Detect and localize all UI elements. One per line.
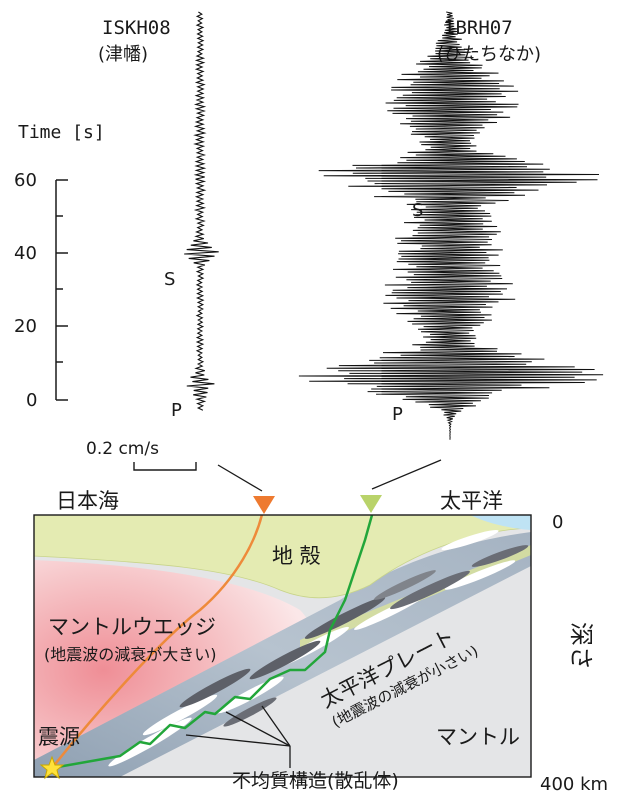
- hypocenter-label: 震源: [38, 725, 80, 749]
- right-connector-line: [371, 459, 442, 490]
- mantle-wedge-note: (地震波の減衰が大きい): [44, 645, 217, 664]
- depth-axis-label: 深さ: [567, 622, 595, 670]
- left-s-phase: S: [164, 269, 175, 290]
- time-tick-60: 60: [14, 170, 37, 191]
- scale-bar-label: 0.2 cm/s: [86, 439, 159, 459]
- right-station-code: IBRH07: [444, 17, 513, 39]
- heterogeneity-pointers: [185, 705, 291, 768]
- left-station-name: (津幡): [98, 44, 148, 65]
- mantle-wedge-title: マントルウエッジ: [48, 615, 216, 639]
- right-seismogram: [298, 11, 604, 440]
- right-ray-path: [51, 515, 374, 770]
- crust-label: 地 殻: [272, 544, 321, 568]
- left-ray-path: [51, 515, 264, 769]
- time-tick-20: 20: [14, 316, 37, 337]
- sea-east-label: 太平洋: [440, 489, 503, 513]
- right-s-phase: S: [412, 200, 423, 221]
- right-p-phase: P: [392, 404, 403, 425]
- depth-top-label: 0: [552, 512, 563, 533]
- section-frame: [33, 514, 532, 778]
- time-axis: [55, 179, 68, 401]
- left-station-code: ISKH08: [102, 17, 171, 39]
- time-tick-0: 0: [26, 390, 37, 411]
- hypocenter-star-icon: [39, 755, 65, 780]
- sea-west-label: 日本海: [56, 489, 119, 513]
- scale-bar: [133, 462, 197, 471]
- left-connector-line: [217, 464, 263, 492]
- left-station-marker: [253, 496, 275, 514]
- time-axis-label: Time [s]: [18, 122, 105, 143]
- ocean: [470, 515, 531, 530]
- depth-bottom-label: 400 km: [540, 774, 608, 795]
- heterogeneity-label: 不均質構造(散乱体): [232, 770, 399, 792]
- cross-section: [34, 515, 531, 777]
- right-station-marker: [360, 495, 382, 513]
- time-tick-40: 40: [14, 243, 37, 264]
- pacific-plate: [34, 532, 531, 777]
- scatterers: [108, 529, 529, 767]
- left-seismogram: [184, 11, 219, 411]
- left-p-phase: P: [171, 400, 182, 421]
- mantle-label: マントル: [436, 725, 520, 749]
